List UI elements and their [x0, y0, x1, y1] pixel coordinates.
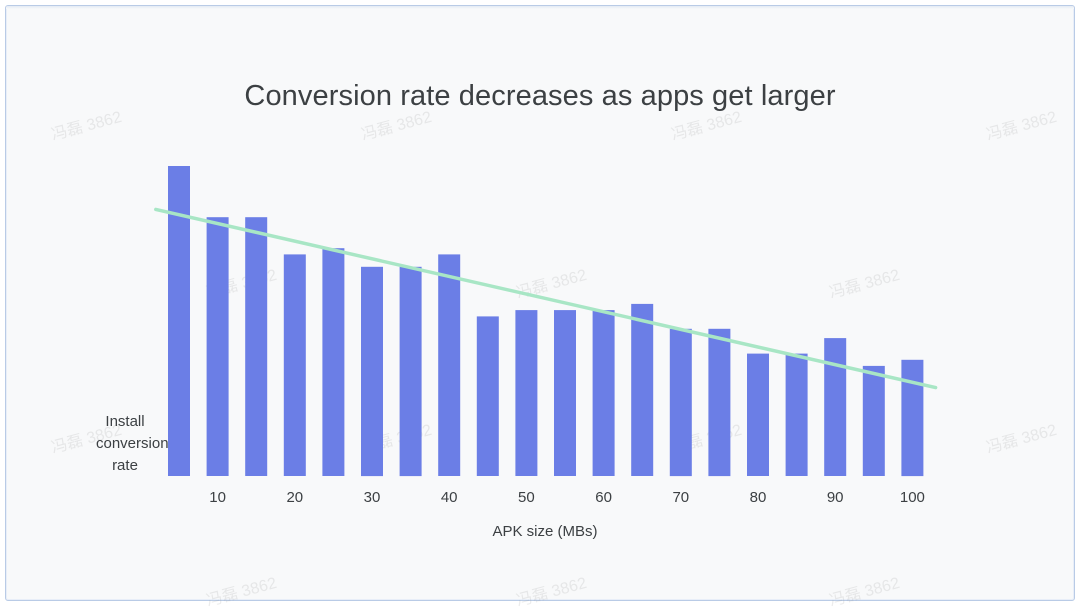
bar [361, 266, 383, 477]
bar [747, 353, 769, 476]
chart-title: Conversion rate decreases as apps get la… [244, 80, 836, 112]
bar [245, 217, 268, 476]
bar [631, 303, 654, 476]
trendline [154, 207, 938, 390]
bar [862, 365, 885, 476]
slide-top-edge [6, 6, 1074, 9]
bar [476, 316, 499, 476]
x-tick-label: 50 [518, 489, 535, 506]
x-tick-label: 40 [441, 489, 458, 506]
bar [824, 338, 847, 476]
bar [283, 254, 306, 476]
bar [322, 248, 345, 476]
bar [554, 310, 576, 476]
bar [708, 328, 731, 477]
x-tick-label: 80 [750, 489, 767, 506]
bar [399, 266, 422, 477]
x-tick-label: 30 [364, 489, 381, 506]
bar [592, 310, 615, 476]
x-tick-label: 70 [672, 489, 689, 506]
x-tick-label: 90 [827, 489, 844, 506]
x-tick-label: 10 [209, 489, 226, 506]
bar [438, 254, 461, 476]
bar [785, 353, 808, 476]
bar [669, 328, 692, 477]
x-tick-label: 60 [595, 489, 612, 506]
bar [206, 217, 229, 476]
x-tick-label: 20 [286, 489, 303, 506]
x-tick-label: 100 [900, 489, 925, 506]
bar [168, 166, 190, 476]
bar [901, 359, 924, 477]
bar [515, 310, 538, 476]
y-axis-label: Install conversion rate [96, 413, 169, 474]
x-axis-label: APK size (MBs) [492, 523, 598, 540]
